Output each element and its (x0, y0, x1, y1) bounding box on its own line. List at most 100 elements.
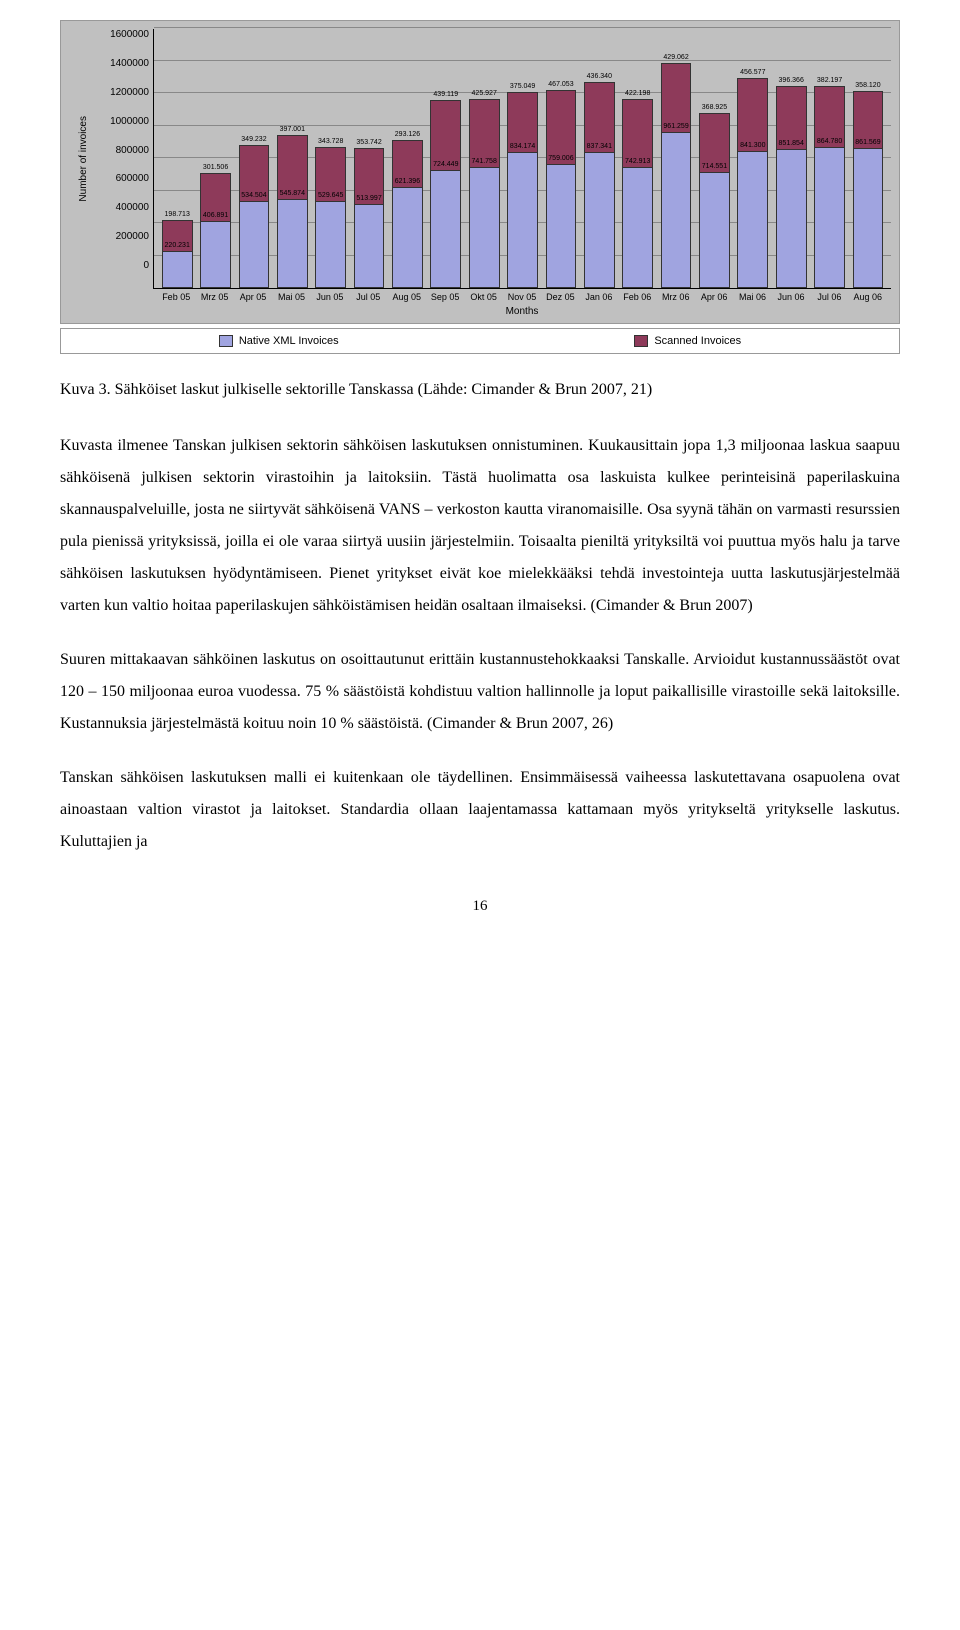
paragraph-2: Suuren mittakaavan sähköinen laskutus on… (60, 644, 900, 740)
bar-segment-native: 834.174 (508, 153, 537, 287)
stacked-bar: 349.232534.504 (239, 145, 270, 288)
bar-segment-native: 841.300 (738, 152, 767, 287)
bar-value-scanned: 397.001 (280, 126, 305, 133)
bar-segment-native: 529.645 (316, 202, 345, 287)
bar-value-scanned: 353.742 (356, 139, 381, 146)
bar-segment-native: 513.997 (355, 205, 384, 287)
stacked-bar: 358.120861.569 (853, 91, 884, 288)
bar-value-scanned: 439.119 (433, 91, 458, 98)
paragraph-3: Tanskan sähköisen laskutuksen malli ei k… (60, 762, 900, 858)
bar-segment-native: 220.231 (163, 252, 192, 287)
bar-segment-native: 741.758 (470, 168, 499, 287)
bar-value-scanned: 198.713 (165, 211, 190, 218)
bar-slot: 293.126621.396 (388, 29, 426, 288)
y-axis-ticks: 1600000140000012000001000000800000600000… (97, 29, 153, 289)
stacked-bar: 425.927741.758 (469, 99, 500, 288)
bar-segment-native: 621.396 (393, 188, 422, 287)
bar-segment-scanned: 467.053 (547, 91, 576, 166)
bar-slot: 358.120861.569 (849, 29, 887, 288)
bar-value-scanned: 382.197 (817, 77, 842, 84)
bar-value-scanned: 467.053 (548, 81, 573, 88)
bar-segment-native: 961.259 (662, 133, 691, 287)
bar-value-native: 741.758 (472, 158, 497, 165)
plot-area: 198.713220.231301.506406.891349.232534.5… (153, 29, 891, 289)
bar-segment-native: 759.006 (547, 165, 576, 287)
stacked-bar: 397.001545.874 (277, 135, 308, 288)
bar-value-scanned: 422.198 (625, 90, 650, 97)
x-tick-label: Jul 06 (810, 289, 848, 302)
x-tick-label: Aug 06 (849, 289, 887, 302)
bar-slot: 396.366 851.854 (772, 29, 810, 288)
bar-value-scanned: 429.062 (663, 54, 688, 61)
x-tick-label: Jan 06 (580, 289, 618, 302)
bar-segment-native: 534.504 (240, 202, 269, 287)
bar-value-native: 759.006 (548, 155, 573, 162)
bar-value-native: 714.551 (702, 163, 727, 170)
x-tick-label: Mai 05 (272, 289, 310, 302)
bar-segment-native: 742.913 (623, 168, 652, 287)
bar-value-native: 837.341 (587, 143, 612, 150)
x-tick-label: Okt 05 (464, 289, 502, 302)
y-tick: 1000000 (97, 116, 149, 127)
bar-slot: 436.340837.341 (580, 29, 618, 288)
bar-slot: 375.049 834.174 (503, 29, 541, 288)
bar-value-native: 864.780 (817, 138, 842, 145)
bar-value-native: 861.569 (855, 139, 880, 146)
bar-value-native: 534.504 (241, 192, 266, 199)
page-number: 16 (60, 898, 900, 915)
bar-slot: 456.577 841.300 (734, 29, 772, 288)
bar-value-native: 742.913 (625, 158, 650, 165)
bar-value-scanned: 349.232 (241, 136, 266, 143)
x-tick-label: Jul 05 (349, 289, 387, 302)
bar-slot: 301.506 406.891 (196, 29, 234, 288)
stacked-bar: 301.506406.891 (200, 173, 231, 288)
bar-value-native: 529.645 (318, 192, 343, 199)
stacked-bar: 293.126621.396 (392, 140, 423, 288)
bar-slot: 429.062 961.259 (657, 29, 695, 288)
bar-value-native: 220.231 (165, 242, 190, 249)
x-tick-label: Aug 05 (388, 289, 426, 302)
bar-value-scanned: 368.925 (702, 104, 727, 111)
bars-row: 198.713220.231301.506406.891349.232534.5… (154, 29, 891, 288)
stacked-bar: 439.119724.449 (430, 100, 461, 288)
bar-value-native: 834.174 (510, 143, 535, 150)
bar-value-native: 724.449 (433, 161, 458, 168)
x-tick-label: Dez 05 (541, 289, 579, 302)
bar-segment-native: 724.449 (431, 171, 460, 287)
bar-slot: 439.119 724.449 (427, 29, 465, 288)
invoice-chart: Number of invoices 160000014000001200000… (60, 20, 900, 324)
x-tick-label: Nov 05 (503, 289, 541, 302)
bar-value-native: 406.891 (203, 212, 228, 219)
stacked-bar: 422.198742.913 (622, 99, 653, 288)
bar-value-scanned: 343.728 (318, 138, 343, 145)
bar-slot: 397.001545.874 (273, 29, 311, 288)
y-tick: 0 (97, 260, 149, 271)
bar-value-scanned: 375.049 (510, 83, 535, 90)
x-tick-label: Jun 05 (311, 289, 349, 302)
y-tick: 600000 (97, 173, 149, 184)
swatch-scanned-icon (634, 335, 648, 347)
x-tick-label: Sep 05 (426, 289, 464, 302)
bar-slot: 382.197 864.780 (810, 29, 848, 288)
stacked-bar: 396.366851.854 (776, 86, 807, 288)
bar-value-scanned: 301.506 (203, 164, 228, 171)
bar-value-native: 851.854 (779, 140, 804, 147)
x-axis-title: Months (153, 302, 891, 323)
bar-value-native: 961.259 (663, 123, 688, 130)
figure-caption: Kuva 3. Sähköiset laskut julkiselle sekt… (60, 378, 900, 402)
y-tick: 1200000 (97, 87, 149, 98)
y-tick: 200000 (97, 231, 149, 242)
bar-value-scanned: 425.927 (472, 90, 497, 97)
bar-value-scanned: 456.577 (740, 69, 765, 76)
stacked-bar: 467.053759.006 (546, 90, 577, 288)
x-tick-label: Jun 06 (772, 289, 810, 302)
bar-value-scanned: 396.366 (779, 77, 804, 84)
bar-value-native: 841.300 (740, 142, 765, 149)
bar-slot: 353.742 513.997 (350, 29, 388, 288)
y-axis-label-col: Number of invoices (69, 29, 97, 289)
x-tick-label: Feb 05 (157, 289, 195, 302)
bar-segment-native: 861.569 (854, 149, 883, 287)
y-axis-label: Number of invoices (78, 116, 89, 202)
bar-segment-native: 714.551 (700, 173, 729, 287)
bar-segment-native: 837.341 (585, 153, 614, 287)
